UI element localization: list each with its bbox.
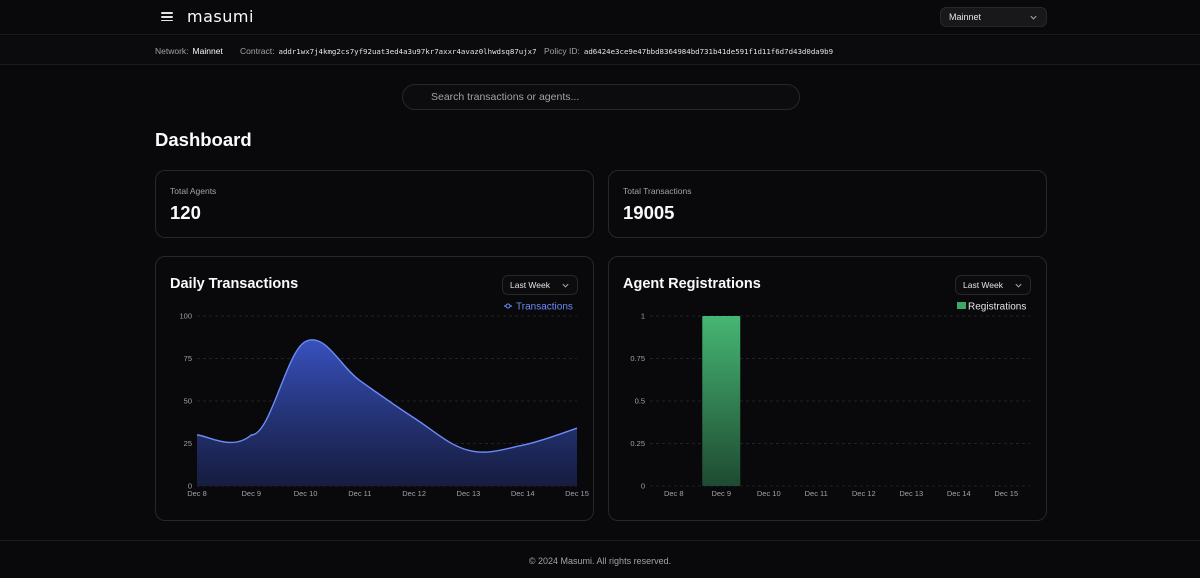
- transactions-area-chart: 0 25 50 75 100 Dec 8 Dec 9 Dec 10 Dec 11 Dec 12 De…: [179, 302, 589, 499]
- network-value: Mainnet: [192, 46, 223, 56]
- hamburger-menu-icon[interactable]: [160, 10, 174, 24]
- total-transactions-card: Total Transactions 19005: [608, 170, 1047, 238]
- y-tick-label: 1: [641, 312, 645, 321]
- y-tick-label: 0.75: [630, 354, 645, 363]
- stat-label: Total Agents: [170, 186, 217, 196]
- network-select-value: Mainnet: [949, 12, 982, 22]
- search-input[interactable]: [431, 91, 799, 103]
- agent-registrations-card: Agent Registrations Last Week 0 0.25 0.5 0.…: [608, 256, 1047, 521]
- stat-value: 19005: [623, 202, 675, 223]
- y-tick-label: 0.5: [635, 397, 645, 406]
- masumi-logo-wordmark: masumi: [187, 7, 254, 26]
- network-info: Network: Mainnet: [155, 46, 223, 56]
- x-tick-label: Dec 12: [402, 489, 426, 498]
- policy-value[interactable]: ad6424e3ce9e47bbd8364984bd731b41de591f1d…: [583, 47, 834, 56]
- policy-info: Policy ID: ad6424e3ce9e47bbd8364984bd731b…: [544, 46, 833, 56]
- registrations-bar-chart: 0 0.25 0.5 0.75 1 Dec 8 Dec 9 Dec 10 Dec 11 Dec 1…: [630, 302, 1030, 498]
- transactions-range-select[interactable]: Last Week: [502, 275, 578, 295]
- y-tick-label: 0: [641, 482, 645, 491]
- legend-swatch-icon: [957, 302, 966, 309]
- x-tick-label: Dec 8: [187, 489, 207, 498]
- x-tick-label: Dec 11: [805, 489, 828, 498]
- daily-transactions-card: Daily Transactions Last Week 0 25 50 75 100 D…: [155, 256, 594, 521]
- x-tick-label: Dec 13: [457, 489, 481, 498]
- x-tick-label: Dec 15: [565, 489, 589, 498]
- top-bar: masumi Mainnet: [0, 0, 1200, 35]
- policy-label: Policy ID:: [544, 46, 580, 56]
- y-tick-label: 100: [179, 312, 192, 321]
- chevron-down-icon: [562, 283, 569, 288]
- network-select[interactable]: Mainnet: [940, 7, 1047, 27]
- stat-label: Total Transactions: [623, 186, 692, 196]
- x-tick-label: Dec 9: [711, 489, 731, 498]
- total-agents-card: Total Agents 120: [155, 170, 594, 238]
- svg-text:masumi: masumi: [187, 7, 254, 26]
- footer: © 2024 Masumi. All rights reserved.: [0, 540, 1200, 578]
- legend-marker-icon: [505, 303, 511, 309]
- x-tick-label: Dec 9: [241, 489, 261, 498]
- footer-copyright: © 2024 Masumi. All rights reserved.: [528, 556, 672, 566]
- x-tick-label: Dec 10: [757, 489, 781, 498]
- legend-label: Registrations: [968, 302, 1026, 313]
- contract-label: Contract:: [240, 46, 275, 56]
- x-tick-label: Dec 12: [852, 489, 876, 498]
- x-tick-label: Dec 14: [947, 489, 971, 498]
- contract-info: Contract: addr1wx7j4kmg2cs7yf92uat3ed4a3u…: [240, 46, 537, 56]
- range-select-value: Last Week: [510, 280, 551, 290]
- page-title: Dashboard: [155, 129, 252, 150]
- y-tick-label: 75: [184, 354, 192, 363]
- x-tick-label: Dec 10: [294, 489, 318, 498]
- search-bar: [402, 84, 800, 110]
- x-tick-label: Dec 15: [994, 489, 1018, 498]
- registrations-range-select[interactable]: Last Week: [955, 275, 1031, 295]
- stat-value: 120: [170, 202, 201, 223]
- transactions-area: [197, 339, 577, 486]
- contract-value[interactable]: addr1wx7j4kmg2cs7yf92uat3ed4a3u97kr7axxr…: [278, 47, 537, 56]
- chevron-down-icon: [1030, 15, 1037, 20]
- y-tick-label: 50: [184, 397, 192, 406]
- chevron-down-icon: [1015, 283, 1022, 288]
- x-tick-label: Dec 14: [511, 489, 535, 498]
- y-tick-label: 25: [184, 439, 192, 448]
- masumi-logo[interactable]: masumi: [187, 5, 263, 29]
- network-label: Network:: [155, 46, 189, 56]
- y-tick-label: 0.25: [630, 439, 645, 448]
- y-tick-label: 0: [188, 482, 192, 491]
- x-tick-label: Dec 11: [348, 489, 371, 498]
- network-info-bar: Network: Mainnet Contract: addr1wx7j4kmg2c…: [0, 36, 1200, 65]
- chart-title: Agent Registrations: [623, 276, 761, 292]
- legend-label: Transactions: [516, 302, 573, 313]
- transactions-series-line: [196, 339, 578, 453]
- chart-title: Daily Transactions: [170, 276, 299, 292]
- registration-bar: [702, 316, 741, 486]
- range-select-value: Last Week: [963, 280, 1004, 290]
- x-tick-label: Dec 8: [664, 489, 684, 498]
- x-tick-label: Dec 13: [899, 489, 923, 498]
